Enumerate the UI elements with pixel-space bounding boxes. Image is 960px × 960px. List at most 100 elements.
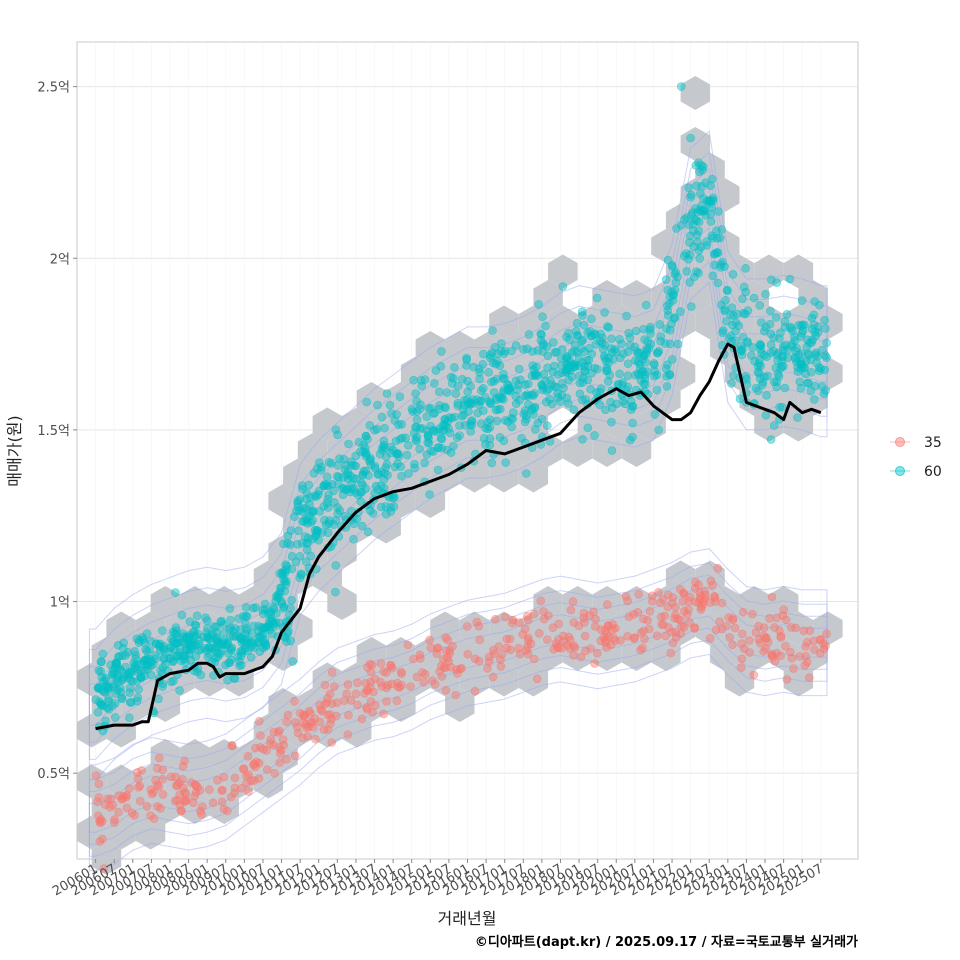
point-60-1442 [372,424,382,434]
point-60-714 [608,355,618,364]
point-60-2020 [676,82,686,91]
point-60-1155 [251,603,260,612]
point-35-243 [290,751,300,761]
point-60-2017 [361,449,371,459]
point-60-1227 [796,383,806,393]
point-35-158 [529,654,539,664]
point-35-384 [149,814,159,824]
point-35-432 [701,590,710,600]
point-60-1760 [488,326,497,335]
point-35-213 [357,714,367,724]
point-35-396 [677,621,686,631]
point-35-240 [457,663,466,673]
point-60-1997 [751,383,761,393]
point-35-262 [153,801,162,811]
hexbin-cell-208 [577,407,607,442]
point-35-178 [554,619,563,629]
point-35-443 [554,643,563,653]
point-60-1144 [351,451,361,461]
point-60-1409 [625,333,635,342]
point-60-1894 [339,473,348,482]
point-60-1990 [292,506,301,516]
point-60-1785 [298,517,307,526]
point-60-1450 [694,246,704,255]
point-60-1653 [790,332,799,342]
point-60-1582 [123,647,133,657]
point-60-823 [607,446,617,455]
point-60-1763 [97,657,106,667]
hexbin-cell-216 [327,586,357,620]
point-60-1751 [422,450,432,459]
point-60-1989 [451,389,461,399]
point-60-1149 [487,458,497,468]
point-60-742 [496,339,506,348]
point-60-1720 [487,377,496,387]
hexbin-cell-2 [194,764,225,799]
point-60-1985 [663,301,672,311]
point-60-877 [450,362,459,372]
hexbin-cell-79 [386,688,416,722]
point-35-335 [470,654,480,664]
point-35-258 [470,686,480,696]
point-60-902 [390,462,400,472]
point-60-918 [334,472,343,482]
point-35-135 [663,590,673,600]
point-60-1741 [623,371,633,381]
point-35-175 [110,815,119,824]
point-35-203 [343,680,353,689]
point-60-1859 [358,470,368,480]
point-35-138 [437,672,447,681]
point-60-1377 [603,322,612,331]
point-60-1938 [450,412,460,422]
point-35-400 [536,596,546,606]
point-60-1070 [695,254,705,263]
point-60-1496 [109,665,118,675]
point-35-449 [230,773,240,783]
point-35-180 [668,638,678,648]
point-35-514 [640,634,649,644]
point-35-494 [363,686,373,695]
point-60-1833 [409,375,418,385]
hexbin-cell-109 [474,331,504,365]
point-35-331 [147,789,157,799]
point-60-738 [607,334,616,344]
point-60-1332 [686,192,695,202]
point-60-1259 [218,620,228,629]
point-60-1814 [212,633,222,643]
point-60-796 [682,266,691,276]
point-35-376 [585,611,595,620]
point-35-321 [415,650,425,660]
point-60-1517 [607,417,616,427]
point-35-286 [514,618,524,627]
point-60-1964 [115,651,124,661]
point-60-1908 [625,340,635,350]
point-60-1749 [519,409,529,419]
point-60-1137 [361,466,371,476]
point-60-1206 [508,414,518,424]
point-60-1311 [501,458,511,467]
point-60-869 [772,377,781,387]
hexbin-cell-107 [445,433,475,467]
point-60-1595 [285,540,295,549]
point-35-510 [208,798,218,808]
point-60-1131 [125,698,135,707]
point-60-1034 [543,351,553,361]
point-35-392 [223,806,232,816]
point-60-601 [686,302,696,311]
point-60-880 [766,435,776,444]
point-60-1437 [534,300,544,309]
point-60-826 [587,368,597,378]
point-35-153 [368,707,377,717]
point-60-2021 [686,133,695,143]
point-60-1093 [476,386,486,395]
point-60-1945 [814,363,824,372]
point-35-219 [175,790,184,800]
point-60-809 [762,390,771,400]
point-35-407 [763,637,773,647]
point-60-1861 [756,341,766,350]
point-35-442 [523,615,533,625]
point-35-378 [151,775,160,785]
point-60-1736 [437,434,447,444]
point-35-356 [438,654,448,664]
point-35-395 [568,597,578,606]
